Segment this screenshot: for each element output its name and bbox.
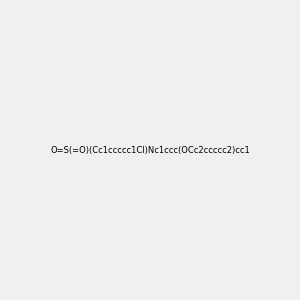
- Text: O=S(=O)(Cc1ccccc1Cl)Nc1ccc(OCc2ccccc2)cc1: O=S(=O)(Cc1ccccc1Cl)Nc1ccc(OCc2ccccc2)cc…: [50, 146, 250, 154]
